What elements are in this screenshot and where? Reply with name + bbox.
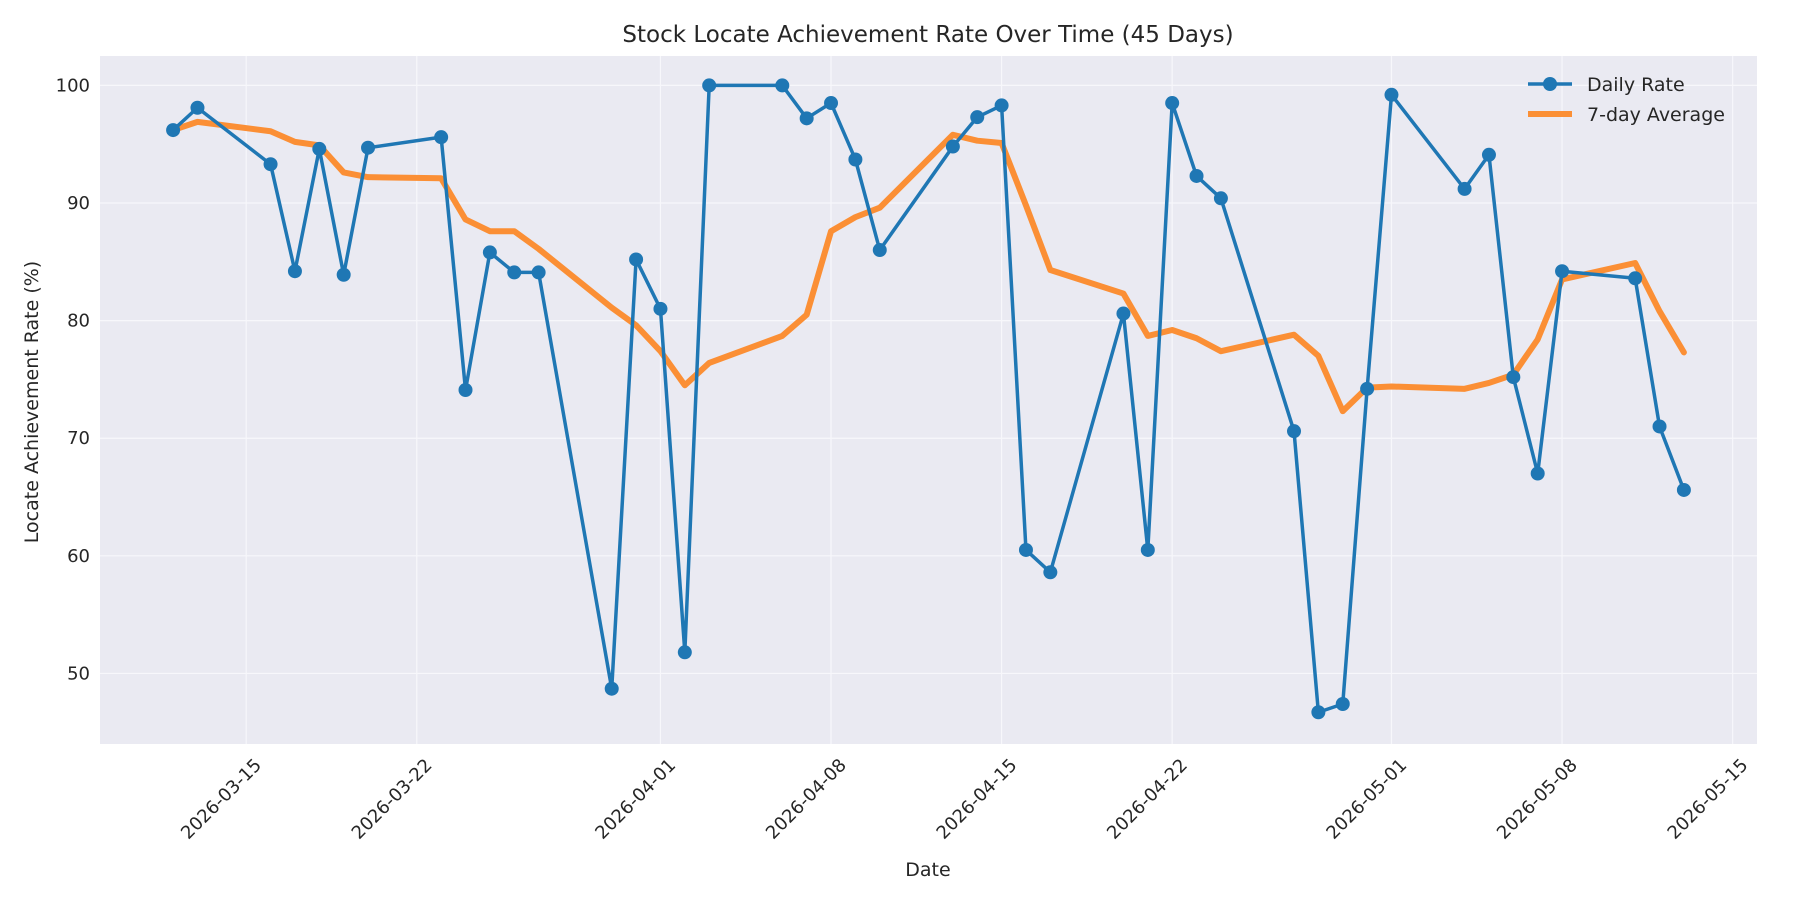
- y-axis-label: Locate Achievement Rate (%): [21, 261, 43, 543]
- x-axis-label: Date: [905, 859, 950, 881]
- daily-rate-point: [872, 243, 887, 258]
- daily-rate-point: [1628, 271, 1643, 286]
- daily-rate-point: [848, 152, 863, 167]
- daily-rate-point: [1311, 705, 1326, 720]
- daily-rate-point: [1213, 191, 1228, 206]
- daily-rate-point: [531, 265, 546, 280]
- daily-rate-point: [1652, 419, 1667, 434]
- daily-rate-point: [1506, 370, 1521, 385]
- daily-rate-point: [1676, 482, 1691, 497]
- legend-daily-rate-label: Daily Rate: [1587, 74, 1685, 96]
- y-tick-label: 100: [56, 75, 90, 96]
- y-tick-label: 90: [67, 193, 90, 214]
- daily-rate-point: [1043, 565, 1058, 580]
- daily-rate-point: [1457, 181, 1472, 196]
- daily-rate-point: [1287, 424, 1302, 439]
- daily-rate-point: [312, 141, 327, 156]
- daily-rate-point: [799, 111, 814, 126]
- daily-rate-point: [1018, 542, 1033, 557]
- daily-rate-point: [336, 267, 351, 282]
- plot-area: [100, 56, 1757, 744]
- daily-rate-point: [361, 140, 376, 155]
- daily-rate-point: [1140, 542, 1155, 557]
- daily-rate-point: [702, 78, 717, 93]
- y-axis-ticks: 50 60 70 80 90 100: [56, 75, 90, 684]
- y-tick-label: 50: [67, 663, 90, 684]
- daily-rate-point: [994, 98, 1009, 113]
- chart-title: Stock Locate Achievement Rate Over Time …: [622, 22, 1233, 48]
- legend-daily-rate-marker: [1543, 77, 1557, 91]
- legend: Daily Rate 7-day Average: [1528, 74, 1725, 126]
- daily-rate-point: [166, 123, 181, 138]
- legend-7day-average-label: 7-day Average: [1587, 104, 1725, 126]
- daily-rate-point: [775, 78, 790, 93]
- daily-rate-point: [629, 252, 644, 267]
- daily-rate-point: [945, 139, 960, 154]
- daily-rate-point: [677, 645, 692, 660]
- daily-rate-point: [1165, 96, 1180, 111]
- series-7day-average-line: [170, 118, 1687, 415]
- y-tick-label: 80: [67, 311, 90, 332]
- daily-rate-point: [190, 100, 205, 115]
- daily-rate-point: [604, 681, 619, 696]
- daily-rate-point: [1116, 306, 1131, 321]
- daily-rate-point: [970, 110, 985, 125]
- daily-rate-point: [1384, 87, 1399, 102]
- daily-rate-point: [1335, 697, 1350, 712]
- daily-rate-point: [458, 383, 473, 397]
- grid-lines: [100, 56, 1757, 744]
- y-tick-label: 60: [67, 546, 90, 567]
- daily-rate-point: [1530, 466, 1545, 481]
- daily-rate-point: [1481, 147, 1496, 162]
- daily-rate-point: [824, 96, 839, 111]
- daily-rate-point: [1555, 264, 1570, 279]
- daily-rate-point: [1360, 381, 1375, 396]
- daily-rate-point: [263, 157, 278, 172]
- daily-rate-point: [287, 264, 302, 279]
- y-tick-label: 70: [67, 428, 90, 449]
- daily-rate-point: [434, 130, 449, 145]
- daily-rate-point: [507, 265, 522, 280]
- daily-rate-point: [653, 301, 668, 316]
- series-layer: [166, 78, 1691, 720]
- daily-rate-point: [482, 245, 497, 260]
- daily-rate-point: [1189, 168, 1204, 183]
